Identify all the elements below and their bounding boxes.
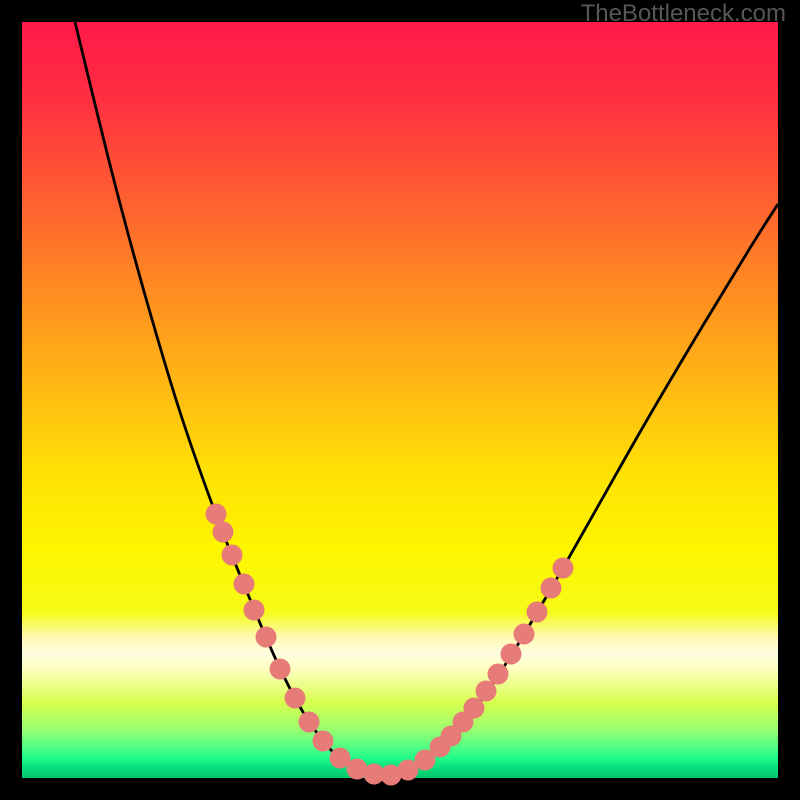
curve-marker-dot	[313, 731, 334, 752]
bottleneck-chart	[0, 0, 800, 800]
curve-marker-dot	[514, 624, 535, 645]
plot-area	[22, 22, 778, 778]
curve-marker-dot	[501, 644, 522, 665]
curve-marker-dot	[553, 558, 574, 579]
curve-marker-dot	[476, 681, 497, 702]
chart-frame: TheBottleneck.com	[0, 0, 800, 800]
curve-marker-dot	[299, 712, 320, 733]
curve-marker-dot	[213, 522, 234, 543]
curve-marker-dot	[541, 578, 562, 599]
curve-marker-dot	[285, 688, 306, 709]
curve-marker-dot	[244, 600, 265, 621]
watermark-text: TheBottleneck.com	[581, 0, 786, 28]
curve-marker-dot	[234, 574, 255, 595]
curve-marker-dot	[527, 602, 548, 623]
curve-marker-dot	[256, 627, 277, 648]
curve-marker-dot	[488, 664, 509, 685]
curve-marker-dot	[270, 659, 291, 680]
curve-marker-dot	[206, 504, 227, 525]
curve-marker-dot	[222, 545, 243, 566]
curve-marker-dot	[464, 698, 485, 719]
